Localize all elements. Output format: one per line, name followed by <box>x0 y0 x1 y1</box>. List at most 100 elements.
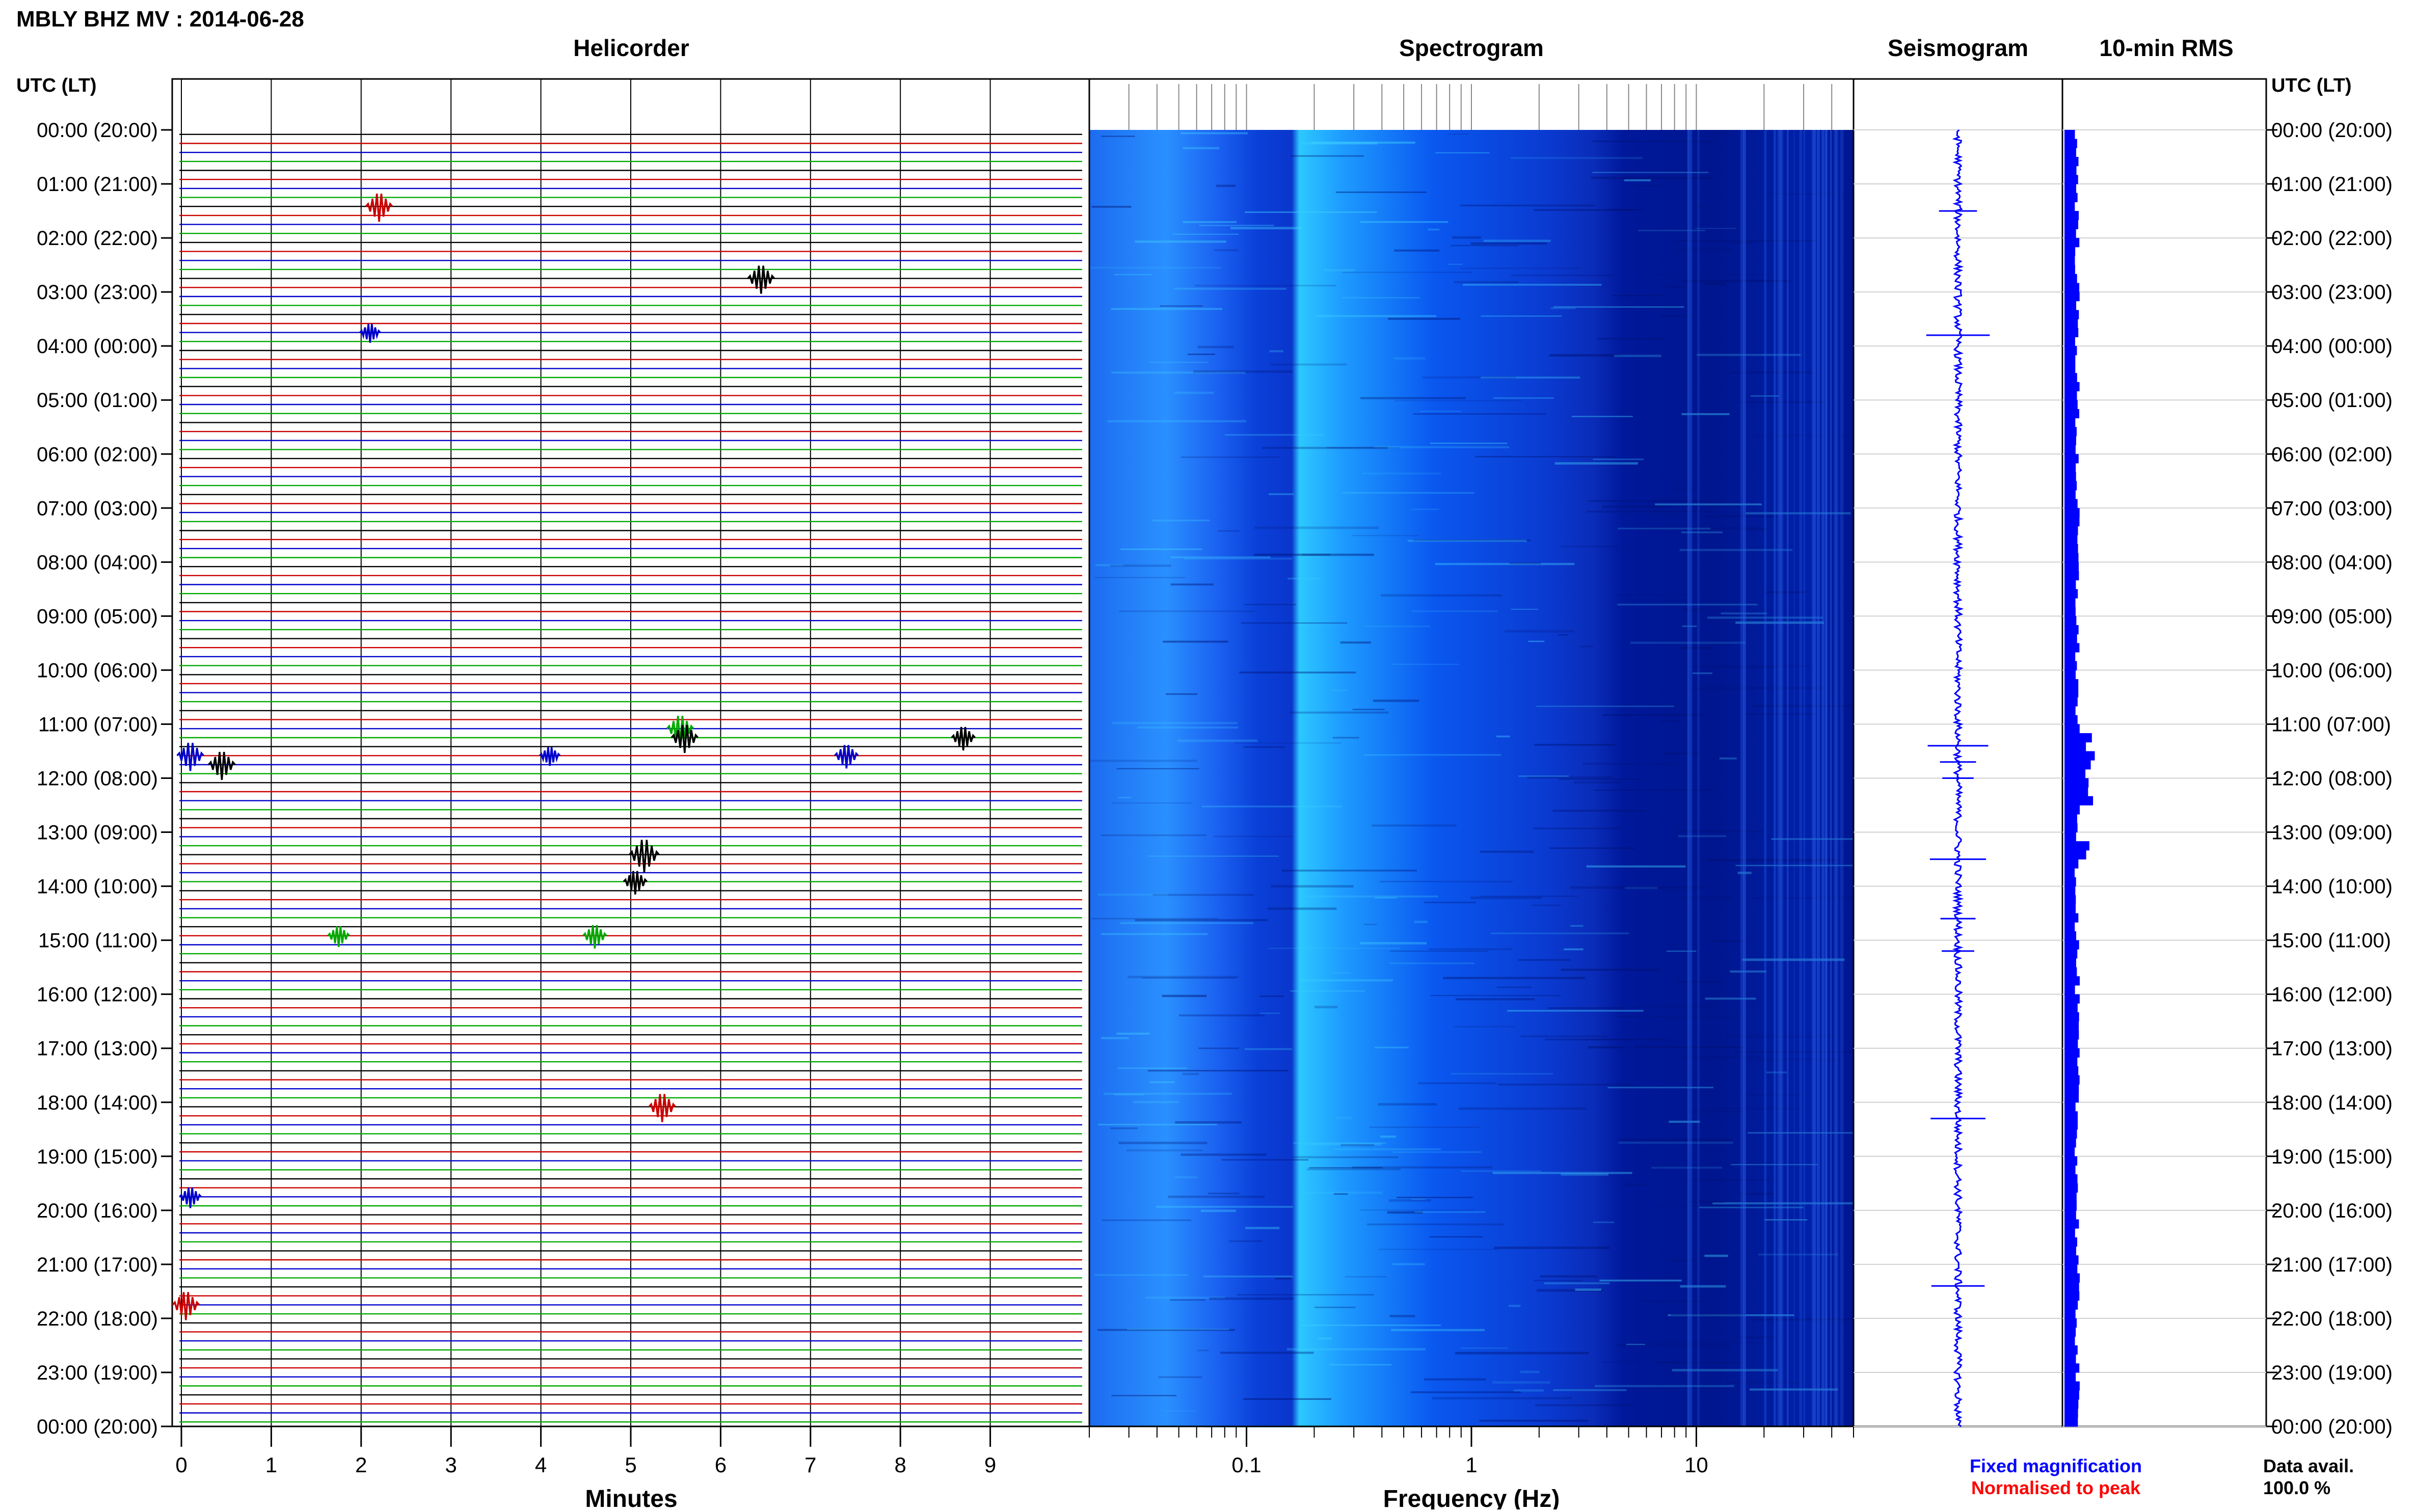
spectrogram-band <box>1095 564 1123 566</box>
spectrogram-band <box>1670 1259 1695 1262</box>
spectrogram-band <box>1116 768 1199 770</box>
spectrogram-band <box>1110 564 1171 567</box>
spectrogram-band <box>1734 1051 1854 1053</box>
rms-bar <box>2064 130 2075 140</box>
spectrogram-band <box>1748 1132 1854 1134</box>
spectrogram-band <box>1680 897 1732 899</box>
spectrogram-band <box>1492 1172 1632 1174</box>
helicorder-event-15 <box>179 1187 202 1208</box>
spectrogram-band <box>1596 338 1664 340</box>
rms-bar <box>2064 238 2080 248</box>
spectrogram-streak <box>1787 130 1789 1426</box>
spectrogram-band <box>1749 1388 1838 1391</box>
spectrogram-band <box>1614 355 1661 358</box>
rms-bar <box>2064 616 2077 626</box>
spectrogram-band <box>1195 285 1337 287</box>
spectrogram-band <box>1393 357 1426 360</box>
spectrogram-band <box>1480 850 1534 853</box>
spectrogram-band <box>1156 1205 1293 1208</box>
spectrogram-band <box>1148 362 1209 363</box>
spectrogram-band <box>1097 893 1169 896</box>
spectrogram-streak <box>1840 130 1842 1426</box>
spectrogram-band <box>1745 713 1816 715</box>
rms-bar <box>2064 1309 2076 1319</box>
left-time-label-16: 16:00 (12:00) <box>37 984 158 1006</box>
legend-fixed-magnification: Fixed magnification <box>1970 1455 2142 1476</box>
spectrogram-band <box>1197 345 1234 348</box>
rms-bar <box>2064 868 2075 878</box>
spectrogram-band <box>1509 562 1541 564</box>
spectrogram-band <box>1163 640 1228 643</box>
spectrogram-band <box>1314 1306 1356 1308</box>
rms-bar <box>2064 913 2079 923</box>
spectrogram-band <box>1582 1039 1631 1041</box>
spectrogram-streak <box>1833 130 1837 1426</box>
spectrogram-band <box>1533 827 1621 829</box>
rms-bar <box>2064 1336 2075 1346</box>
spectrogram-band <box>1758 1253 1838 1256</box>
spectrogram-band <box>1549 354 1622 357</box>
rms-bar <box>2064 1255 2079 1265</box>
spectrogram-band <box>1218 530 1240 532</box>
spectrogram-band <box>1203 1275 1293 1278</box>
rms-bar <box>2064 1219 2079 1229</box>
spectrogram-streak <box>1821 130 1824 1426</box>
spectrogram-title: Spectrogram <box>1399 35 1544 61</box>
right-time-label-23: 23:00 (19:00) <box>2271 1362 2393 1384</box>
spectrogram-band <box>1116 1033 1150 1035</box>
spectrogram-band <box>1518 775 1569 777</box>
spectrogram-band <box>1494 1246 1610 1249</box>
spectrogram-band <box>1626 1343 1645 1345</box>
helicorder-event-9 <box>208 751 236 780</box>
rms-bar <box>2064 1129 2077 1139</box>
spectrogram-band <box>1114 274 1152 276</box>
helicorder-tick-label-4: 4 <box>535 1453 547 1477</box>
rms-bar <box>2064 364 2076 373</box>
spectrogram-band <box>1311 141 1415 144</box>
spectrogram-band <box>1742 958 1845 961</box>
spectrogram-band <box>1704 1254 1728 1257</box>
spectrogram-band <box>1739 401 1826 403</box>
spectrogram-band <box>1362 472 1441 475</box>
spectrogram-band <box>1547 1007 1625 1009</box>
spectrogram-band <box>1183 147 1220 150</box>
spectrogram-band <box>1188 354 1215 355</box>
spectrogram-band <box>1418 1082 1496 1085</box>
spectrogram-band <box>1111 802 1193 804</box>
spectrogram-band <box>1719 757 1737 760</box>
spectrogram-band <box>1199 225 1274 226</box>
right-time-label-11: 11:00 (07:00) <box>2271 713 2391 736</box>
data-availability-label: Data avail. <box>2263 1455 2354 1476</box>
right-time-label-6: 06:00 (02:00) <box>2271 443 2393 466</box>
seismogram-title: Seismogram <box>1888 35 2028 61</box>
spectrogram-band <box>1269 350 1283 353</box>
station-title: MBLY BHZ MV : 2014-06-28 <box>16 7 304 32</box>
rms-bar <box>2064 220 2078 229</box>
rms-bar <box>2064 571 2079 581</box>
spectrogram-panel: 0.1 1 10 <box>1088 78 1855 1477</box>
rms-bar <box>2064 1210 2076 1220</box>
spectrogram-band <box>1329 1364 1392 1366</box>
spectrogram-band <box>1553 1389 1627 1391</box>
spectrogram-band <box>1424 1378 1486 1381</box>
spectrogram-band <box>1681 413 1730 415</box>
spectrogram-band <box>1098 1123 1217 1126</box>
spectrogram-band <box>1243 1398 1331 1400</box>
spectrogram-band <box>1602 714 1704 716</box>
rms-bar <box>2064 391 2077 400</box>
spectrogram-streak <box>1830 130 1832 1426</box>
rms-bar <box>2064 994 2080 1004</box>
spectrogram-band <box>1090 266 1222 269</box>
left-time-label-4: 04:00 (00:00) <box>37 335 158 358</box>
left-time-label-15: 15:00 (11:00) <box>38 930 158 952</box>
spectrogram-band <box>1632 1006 1718 1008</box>
spectrogram-band <box>1388 1199 1431 1202</box>
spectrogram-band <box>1752 705 1854 707</box>
spectrogram-band <box>1681 531 1723 533</box>
left-time-label-24: 00:00 (20:00) <box>37 1416 158 1438</box>
spectrogram-band <box>1245 1227 1280 1229</box>
spectrogram-band <box>1680 1285 1726 1288</box>
spectrogram-streak <box>1811 130 1814 1426</box>
spectrogram-band <box>1244 211 1377 213</box>
rms-bar <box>2064 778 2089 788</box>
